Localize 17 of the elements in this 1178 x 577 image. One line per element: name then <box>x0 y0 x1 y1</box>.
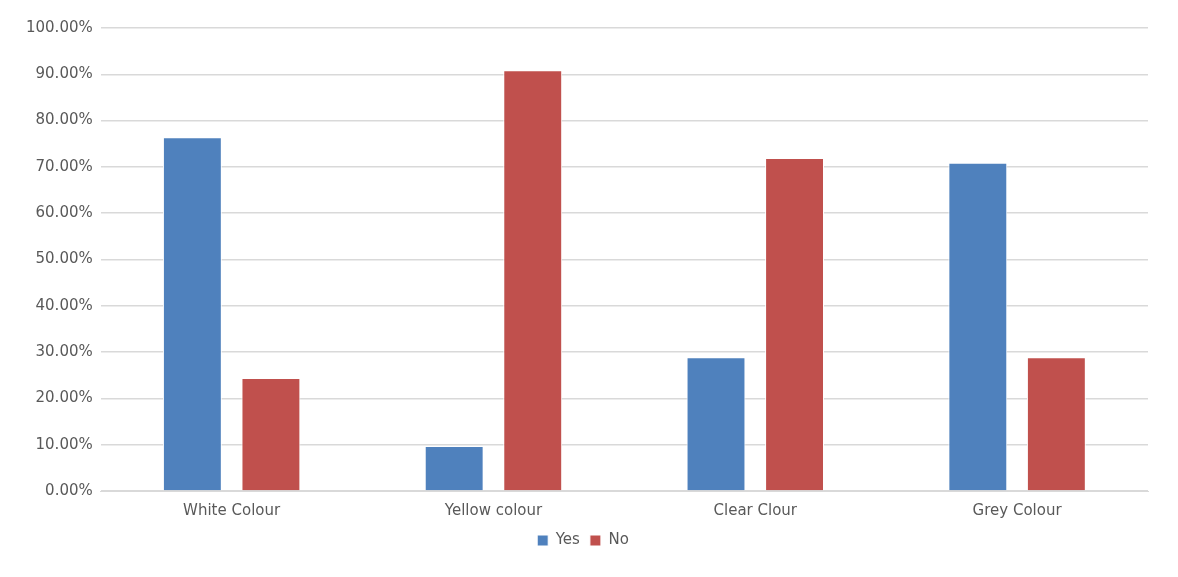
y-tick-label: 10.00% <box>35 434 93 453</box>
x-tick-label: White Colour <box>183 500 281 519</box>
y-tick-label: 70.00% <box>35 156 93 175</box>
x-tick-label: Clear Clour <box>713 500 798 519</box>
y-tick-label: 30.00% <box>35 341 93 360</box>
y-tick-label: 90.00% <box>35 64 93 83</box>
y-tick-label: 100.00% <box>25 17 93 36</box>
x-tick-label: Yellow colour <box>443 500 543 519</box>
legend-label: Yes <box>554 530 581 549</box>
x-tick-label: Grey Colour <box>972 500 1063 519</box>
y-tick-label: 20.00% <box>35 388 93 407</box>
y-tick-label: 40.00% <box>35 295 93 314</box>
y-tick-label: 60.00% <box>35 203 93 222</box>
legend-label: No <box>608 530 629 549</box>
y-tick-label: 50.00% <box>35 249 93 268</box>
y-tick-label: 0.00% <box>45 480 93 499</box>
y-tick-label: 80.00% <box>35 110 93 129</box>
